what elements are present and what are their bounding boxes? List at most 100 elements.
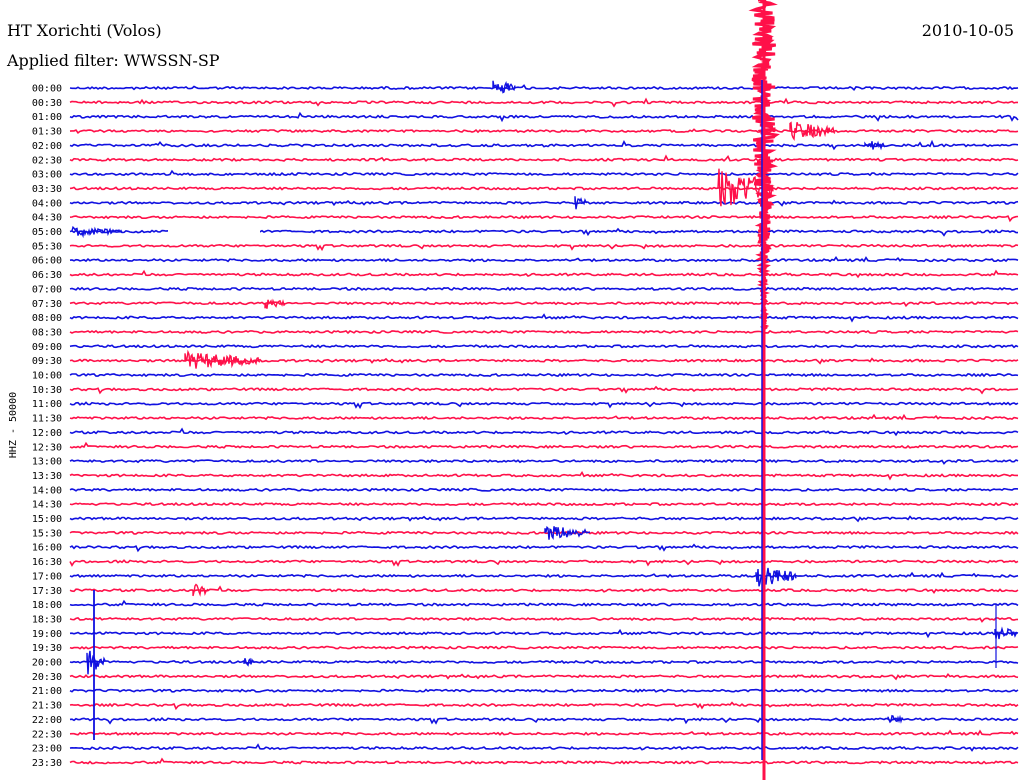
time-tick-0130: 01:30 — [32, 127, 62, 138]
event-burst — [192, 583, 209, 597]
time-tick-2030: 20:30 — [32, 672, 62, 683]
trace-1130 — [69, 413, 1019, 421]
time-tick-0600: 06:00 — [32, 256, 62, 267]
time-tick-1800: 18:00 — [32, 600, 62, 611]
time-tick-0830: 08:30 — [32, 327, 62, 338]
trace-1300 — [69, 459, 1019, 465]
time-tick-1630: 16:30 — [32, 557, 62, 568]
time-tick-0100: 01:00 — [32, 112, 62, 123]
time-tick-1730: 17:30 — [32, 586, 62, 597]
trace-0400 — [69, 199, 1019, 207]
trace-0200 — [69, 139, 1019, 151]
time-tick-0400: 04:00 — [32, 198, 62, 209]
time-tick-0730: 07:30 — [32, 299, 62, 310]
trace-0300 — [69, 169, 1019, 177]
time-tick-1430: 14:30 — [32, 500, 62, 511]
time-tick-1130: 11:30 — [32, 414, 62, 425]
time-tick-0030: 00:30 — [32, 98, 62, 109]
trace-1930 — [69, 645, 1019, 650]
time-tick-1830: 18:30 — [32, 614, 62, 625]
event-burst — [887, 714, 904, 724]
trace-0830 — [69, 329, 1019, 335]
time-tick-1300: 13:00 — [32, 457, 62, 468]
trace-2330 — [69, 757, 1019, 765]
time-tick-0500: 05:00 — [32, 227, 62, 238]
time-tick-0530: 05:30 — [32, 241, 62, 252]
time-tick-2130: 21:30 — [32, 701, 62, 712]
trace-0730 — [69, 301, 1019, 308]
time-tick-1930: 19:30 — [32, 643, 62, 654]
trace-2130 — [69, 701, 1019, 711]
trace-1900 — [69, 628, 1019, 639]
trace-1730 — [69, 585, 1019, 594]
trace-0030 — [69, 97, 1018, 108]
time-tick-0000: 00:00 — [32, 84, 62, 95]
event-burst — [544, 525, 591, 541]
trace-2100 — [69, 688, 1019, 693]
event-overlays — [71, 0, 1018, 780]
trace-0330 — [69, 186, 1019, 191]
time-tick-2100: 21:00 — [32, 686, 62, 697]
time-tick-1000: 10:00 — [32, 371, 62, 382]
trace-1230 — [69, 441, 1019, 449]
trace-1630 — [69, 559, 1019, 567]
event-burst — [789, 121, 836, 142]
trace-0900 — [69, 344, 1019, 349]
trace-0230 — [69, 154, 1019, 162]
trace-1500 — [69, 515, 1019, 523]
time-tick-0300: 03:00 — [32, 170, 62, 181]
trace-1800 — [69, 599, 1019, 607]
trace-0000 — [69, 84, 1019, 92]
trace-0530 — [69, 243, 1019, 252]
time-tick-0230: 02:30 — [32, 155, 62, 166]
time-tick-1600: 16:00 — [32, 543, 62, 554]
time-tick-1900: 19:00 — [32, 629, 62, 640]
trace-0700 — [69, 286, 1019, 292]
trace-0600 — [69, 255, 1019, 263]
time-tick-0930: 09:30 — [32, 356, 62, 367]
trace-0430 — [69, 214, 1019, 223]
event-burst — [574, 196, 588, 210]
event-burst — [492, 80, 516, 94]
time-tick-0330: 03:30 — [32, 184, 62, 195]
trace-1400 — [69, 487, 1019, 492]
event-burst — [184, 349, 261, 369]
time-tick-1400: 14:00 — [32, 485, 62, 496]
event-burst — [86, 650, 106, 675]
trace-1000 — [69, 372, 1019, 378]
time-tick-2000: 20:00 — [32, 658, 62, 669]
event-burst — [864, 140, 886, 151]
time-tick-labels: 00:00 00:30 01:00 01:30 02:00 02:30 03:00 03:30… — [32, 84, 62, 769]
y-axis-label: HHZ - 50000 — [8, 392, 19, 458]
trace-1830 — [69, 616, 1019, 623]
event-burst — [994, 626, 1018, 640]
time-tick-0800: 08:00 — [32, 313, 62, 324]
trace-0100 — [69, 111, 1019, 123]
trace-1600 — [69, 543, 1019, 553]
time-tick-1200: 12:00 — [32, 428, 62, 439]
time-tick-0900: 09:00 — [32, 342, 62, 353]
trace-2030 — [69, 673, 1019, 681]
data-gap — [168, 225, 260, 238]
time-tick-1030: 10:30 — [32, 385, 62, 396]
trace-1100 — [69, 401, 1019, 410]
trace-1200 — [69, 427, 1019, 437]
seismic-traces — [69, 84, 1019, 765]
trace-1530 — [69, 530, 1019, 536]
time-tick-1500: 15:00 — [32, 514, 62, 525]
trace-1030 — [69, 385, 1019, 395]
time-tick-1330: 13:30 — [32, 471, 62, 482]
filter-label: Applied filter: WWSSN-SP — [6, 51, 220, 70]
time-tick-2200: 22:00 — [32, 715, 62, 726]
time-tick-1230: 12:30 — [32, 442, 62, 453]
event-burst — [243, 657, 255, 667]
time-tick-0430: 04:30 — [32, 213, 62, 224]
trace-0130 — [69, 128, 1019, 135]
trace-0800 — [69, 313, 1019, 323]
event-burst — [264, 298, 286, 309]
trace-1430 — [69, 501, 1019, 507]
trace-0630 — [69, 269, 1019, 279]
trace-1330 — [69, 470, 1018, 481]
time-tick-1100: 11:00 — [32, 399, 62, 410]
